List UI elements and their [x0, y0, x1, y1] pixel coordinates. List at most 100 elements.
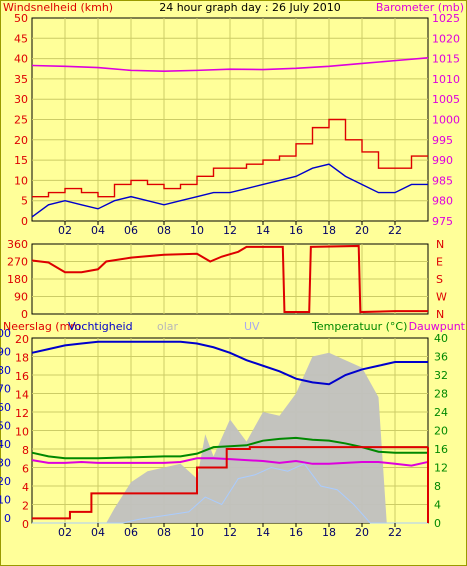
wind-speed-series-line — [31, 163, 428, 218]
wind-speed-tick-label: 50 — [14, 12, 28, 25]
humidity-tick-label: 80 — [0, 364, 11, 377]
rain-tick-label: 16 — [15, 370, 29, 383]
wind-speed-tick-label: 10 — [14, 174, 28, 187]
compass-label: S — [436, 273, 443, 286]
x-tick-label: 16 — [289, 224, 303, 237]
barometer-tick-label: 985 — [432, 174, 453, 187]
temperature-tick-label: 8 — [434, 480, 441, 493]
x-tick-label: 10 — [190, 224, 204, 237]
humidity-tick-label: 60 — [0, 401, 11, 414]
compass-label: W — [436, 291, 447, 304]
direction-tick-label: 360 — [7, 238, 28, 251]
wind-speed-tick-label: 30 — [14, 93, 28, 106]
x-tick-label: 20 — [355, 526, 369, 539]
x-tick-label: 18 — [322, 224, 336, 237]
solar-area — [32, 352, 428, 523]
wind-direction-panel: 0 N 90 W 180 S 270 E 360 N — [7, 238, 447, 321]
rain-tick-label: 8 — [22, 444, 29, 457]
rain-tick-label: 20 — [15, 333, 29, 346]
x-tick-label: 16 — [289, 526, 303, 539]
dewpoint-series-line — [31, 457, 429, 467]
rain-tick-label: 2 — [22, 500, 29, 513]
x-tick-label: 02 — [58, 224, 72, 237]
rain-tick-label: 4 — [22, 481, 29, 494]
wind-speed-tick-label: 35 — [14, 73, 28, 86]
x-tick-label: 14 — [256, 526, 270, 539]
rain-axis-title: Neerslag (mm — [3, 320, 81, 333]
chart-title: 24 hour graph day : 26 July 2010 — [159, 1, 341, 14]
x-tick-label: 10 — [190, 526, 204, 539]
humidity-series-line — [31, 340, 428, 386]
temperature-tick-label: 36 — [434, 351, 448, 364]
x-tick-label: 08 — [157, 526, 171, 539]
x-tick-label: 22 — [388, 526, 402, 539]
wind-barometer-panel: 0510152025303540455097598098599099510001… — [14, 12, 460, 237]
direction-tick-label: 90 — [14, 291, 28, 304]
rain-tick-label: 10 — [15, 426, 29, 439]
compass-label: N — [436, 238, 444, 251]
barometer-tick-label: 1000 — [432, 114, 460, 127]
temperature-tick-label: 0 — [434, 517, 441, 530]
compass-label: N — [436, 308, 444, 321]
temperature-tick-label: 4 — [434, 499, 441, 512]
wind-speed-tick-label: 20 — [14, 134, 28, 147]
temperature-tick-label: 12 — [434, 462, 448, 475]
wind-speed-axis-title: Windsnelheid (kmh) — [3, 1, 113, 14]
barometer-tick-label: 1010 — [432, 73, 460, 86]
x-tick-label: 04 — [91, 526, 105, 539]
rain-tick-label: 18 — [15, 352, 29, 365]
temperature-axis-title: Temperatuur (°C) — [311, 320, 407, 333]
humidity-tick-label: 50 — [0, 420, 11, 433]
x-tick-label: 18 — [322, 526, 336, 539]
barometer-tick-label: 1020 — [432, 32, 460, 45]
direction-tick-label: 180 — [7, 273, 28, 286]
x-tick-label: 06 — [124, 526, 138, 539]
wind-speed-tick-label: 40 — [14, 53, 28, 66]
x-tick-label: 22 — [388, 224, 402, 237]
temperature-tick-label: 16 — [434, 443, 448, 456]
x-tick-label: 12 — [223, 224, 237, 237]
x-tick-label: 14 — [256, 224, 270, 237]
barometer-tick-label: 1005 — [432, 93, 460, 106]
wind-direction-series-line — [31, 244, 428, 314]
humidity-tick-label: 0 — [4, 512, 11, 525]
humidity-tick-label: 100 — [0, 327, 11, 340]
uv-series-line — [32, 463, 428, 524]
x-tick-label: 12 — [223, 526, 237, 539]
wind-speed-tick-label: 15 — [14, 154, 28, 167]
x-tick-label: 06 — [124, 224, 138, 237]
rain-tick-label: 6 — [22, 463, 29, 476]
solar-axis-title: olar — [157, 320, 179, 333]
direction-tick-label: 0 — [21, 308, 28, 321]
humidity-tick-label: 20 — [0, 475, 11, 488]
humidity-tick-label: 70 — [0, 383, 11, 396]
x-tick-label: 02 — [58, 526, 72, 539]
humidity-tick-label: 30 — [0, 457, 11, 470]
barometer-axis-title: Barometer (mb) — [376, 1, 464, 14]
temperature-tick-label: 32 — [434, 369, 448, 382]
barometer-tick-label: 1025 — [432, 12, 460, 25]
humidity-tick-label: 10 — [0, 494, 11, 507]
compass-label: E — [436, 256, 443, 269]
rain-tick-label: 12 — [15, 407, 29, 420]
x-tick-label: 08 — [157, 224, 171, 237]
barometer-tick-label: 1015 — [432, 53, 460, 66]
uv-axis-title: UV — [244, 320, 260, 333]
temperature-tick-label: 20 — [434, 425, 448, 438]
wind-speed-tick-label: 5 — [21, 195, 28, 208]
rain-series-line — [32, 446, 428, 520]
humidity-tick-label: 90 — [0, 346, 11, 359]
dewpoint-axis-title: Dauwpunt — [409, 320, 466, 333]
barometer-tick-label: 995 — [432, 134, 453, 147]
wind-speed-tick-label: 25 — [14, 114, 28, 127]
humidity-rain-temperature-panel: 0102030405060708090100024681012141618200… — [0, 327, 448, 539]
direction-tick-label: 270 — [7, 256, 28, 269]
temperature-tick-label: 28 — [434, 388, 448, 401]
temperature-tick-label: 24 — [434, 406, 448, 419]
wind-speed-tick-label: 45 — [14, 32, 28, 45]
wind-speed-tick-label: 0 — [21, 215, 28, 228]
gust-series-line — [32, 118, 428, 198]
barometer-tick-label: 975 — [432, 215, 453, 228]
rain-tick-label: 14 — [15, 389, 29, 402]
